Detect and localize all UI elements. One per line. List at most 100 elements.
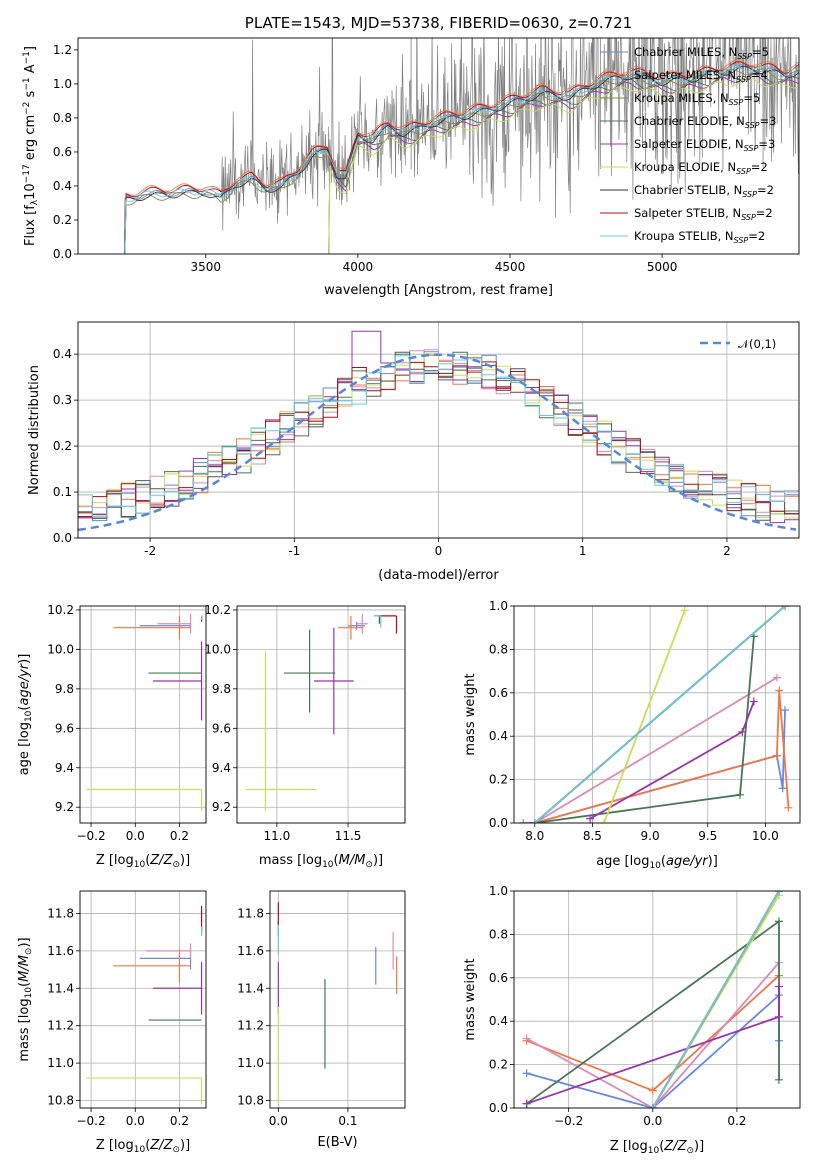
y-tick-label: 11.2 [237,1019,264,1033]
y-tick-label: 0.0 [53,247,72,261]
y-tick-label: 9.2 [212,800,231,814]
x-tick-label: 0.0 [126,1114,145,1128]
y-tick-label: 11.4 [47,981,74,995]
x-axis-label: (data-model)/error [378,568,499,583]
x-axis-label: Z [log10(Z/Z⊙)] [610,1139,704,1156]
y-tick-label: 9.4 [212,761,231,775]
legend-label: Salpeter MILES, NSSP=4 [634,68,768,84]
panel-7-plot [522,891,783,1108]
x-axis-label: mass [log10(M/M⊙)] [259,853,383,870]
panel-1-axes: -2 -1 0 1 2 0.0 0.1 0.2 0.3 0.4 [53,321,800,558]
model-line-8 [123,61,799,254]
x-tick-label: 4000 [343,260,374,274]
errorbar-point-2 [113,615,191,640]
y-axis-label: mass weight [463,958,478,1040]
y-tick-label: 11.8 [237,906,264,920]
weight-marker [775,686,784,695]
y-tick-label: 0.2 [489,773,508,787]
x-axis-label: E(B-V) [317,1135,357,1150]
errorbar-point-6 [245,651,317,812]
model-line-6 [327,77,799,254]
y-tick-label: 1.0 [489,884,508,898]
axes-frame [269,890,406,1109]
panel-5-axes: −0.2 0.0 0.2 10.8 11.0 11.2 11.4 11.6 11.8 [47,890,207,1128]
axes-frame [79,890,207,1109]
y-tick-label: 10.2 [204,603,231,617]
observed-spectrum [123,38,799,254]
legend-label: Chabrier ELODIE, NSSP=3 [634,114,776,130]
legend-label: Chabrier MILES, NSSP=5 [634,45,769,61]
panel-3-axes: 11.0 11.5 9.2 9.4 9.6 9.8 10.0 10.2 [204,603,406,843]
panel-4-axes: 8.0 8.5 9.0 9.5 10.0 0.0 0.2 0.4 0.6 0.8 1.0 [489,599,801,843]
axes-frame [513,890,801,1109]
x-tick-label: 10.0 [752,829,779,843]
weight-marker [522,1069,531,1078]
errorbar-point-6 [86,788,203,812]
x-tick-label: 8.5 [583,829,602,843]
model-line-3 [123,68,799,254]
y-axis-label: mass weight [463,673,478,755]
x-tick-label: 8.0 [525,829,544,843]
y-tick-label: 9.4 [55,761,74,775]
errorbar-point-7 [375,615,380,624]
model-line-5 [327,73,799,254]
y-tick-label: 0.4 [53,347,72,361]
errorbar-point-3 [146,943,192,959]
weight-series-9 [530,606,790,823]
y-tick-label: 9.8 [212,682,231,696]
model-line-9 [123,65,799,254]
weight-marker [522,1099,531,1108]
hist-series-9 [78,355,799,518]
weight-marker [586,814,595,823]
x-tick-label: 9.0 [641,829,660,843]
errorbar-point-5 [152,641,203,721]
y-tick-label: 0.2 [53,213,72,227]
x-tick-label: 0.0 [269,1114,288,1128]
panel-4-plot [519,606,793,823]
panel-3-plot [245,613,398,812]
x-tick-label: 0.2 [170,829,189,843]
weight-marker [736,790,745,799]
weight-marker [648,1104,657,1108]
panel-6-axes: 0.0 0.1 10.8 11.0 11.2 11.4 11.6 11.8 [237,890,406,1128]
y-tick-label: 0.8 [489,927,508,941]
legend: Chabrier MILES, NSSP=5 Salpeter MILES, NS… [600,45,776,245]
legend-label: Chabrier STELIB, NSSP=2 [634,183,774,199]
x-tick-label: −0.2 [76,1114,105,1128]
x-axis-label: Z [log10(Z/Z⊙)] [96,1138,190,1155]
panel-2-plot [86,613,203,812]
y-tick-label: 1.0 [53,77,72,91]
errorbar-point-5 [152,962,203,1015]
panel-5-plot [86,905,203,1105]
legend-label: Kroupa STELIB, NSSP=2 [634,229,765,245]
weight-marker [772,673,781,682]
legend-label: Kroupa ELODIE, NSSP=2 [634,160,768,176]
weight-series-9 [648,891,783,1108]
x-tick-label: 0.2 [727,1114,746,1128]
weight-marker [774,891,783,895]
y-axis-label: age [log10(age/yr)] [17,654,34,776]
weight-marker [519,819,528,823]
x-tick-label: −0.2 [554,1114,583,1128]
x-axis-label: age [log10(age/yr)] [596,854,718,871]
chart-title: PLATE=1543, MJD=53738, FIBERID=0630, z=0… [245,14,632,32]
weight-marker [772,751,781,760]
normal-reference-curve [78,353,797,532]
y-axis-label: mass [log10(M/M⊙)] [17,937,34,1061]
y-tick-label: 10.0 [47,642,74,656]
errorbar-point-1 [139,621,192,630]
y-tick-label: 10.0 [204,642,231,656]
y-tick-label: 0.0 [489,1101,508,1115]
x-tick-label: 3500 [190,260,221,274]
y-tick-label: 0.2 [489,1058,508,1072]
y-tick-label: 10.8 [237,1094,264,1108]
y-tick-label: 0.6 [489,971,508,985]
weight-series-6 [599,606,689,823]
weight-series-5 [522,982,783,1108]
y-tick-label: 0.0 [489,816,508,830]
panel-7-axes: −0.2 0.0 0.2 0.0 0.2 0.4 0.6 0.8 1.0 [489,884,801,1128]
weight-marker [784,803,793,812]
errorbar-point-6 [86,1077,203,1105]
y-tick-label: 10.8 [47,1094,74,1108]
weight-marker [648,1086,657,1095]
